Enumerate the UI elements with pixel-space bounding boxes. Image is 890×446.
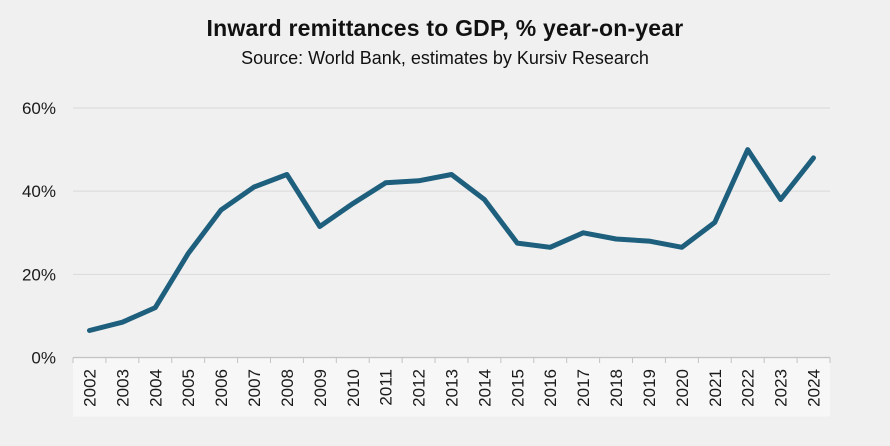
x-axis-label: 2023: [772, 369, 791, 407]
y-axis-label: 0%: [31, 349, 56, 368]
x-axis-label: 2015: [508, 369, 527, 407]
x-axis-label: 2002: [80, 369, 99, 407]
y-axis-label: 40%: [22, 182, 56, 201]
x-axis-label: 2007: [245, 369, 264, 407]
x-axis-label: 2005: [179, 369, 198, 407]
x-axis-label: 2006: [212, 369, 231, 407]
x-axis-label: 2003: [113, 369, 132, 407]
axis-label-band: [73, 358, 830, 417]
x-axis-label: 2008: [278, 369, 297, 407]
x-axis-label: 2017: [574, 369, 593, 407]
x-axis-label: 2009: [311, 369, 330, 407]
y-axis-label: 60%: [22, 99, 56, 118]
x-axis-label: 2021: [706, 369, 725, 407]
x-axis-label: 2014: [475, 369, 494, 407]
x-axis-label: 2011: [377, 369, 396, 406]
x-axis-label: 2024: [805, 369, 824, 407]
x-axis-label: 2012: [410, 369, 429, 407]
x-axis-label: 2013: [443, 369, 462, 407]
y-axis-label: 20%: [22, 265, 56, 284]
chart-subtitle: Source: World Bank, estimates by Kursiv …: [241, 48, 649, 68]
chart-title: Inward remittances to GDP, % year-on-yea…: [206, 15, 684, 41]
x-axis-label: 2022: [739, 369, 758, 407]
x-axis-label: 2020: [673, 369, 692, 407]
data-line: [87, 147, 816, 333]
x-axis-label: 2019: [640, 369, 659, 407]
x-axis-label: 2016: [541, 369, 560, 407]
x-axis-label: 2010: [344, 369, 363, 407]
x-axis-label: 2018: [607, 369, 626, 407]
x-axis-label: 2004: [146, 369, 165, 407]
